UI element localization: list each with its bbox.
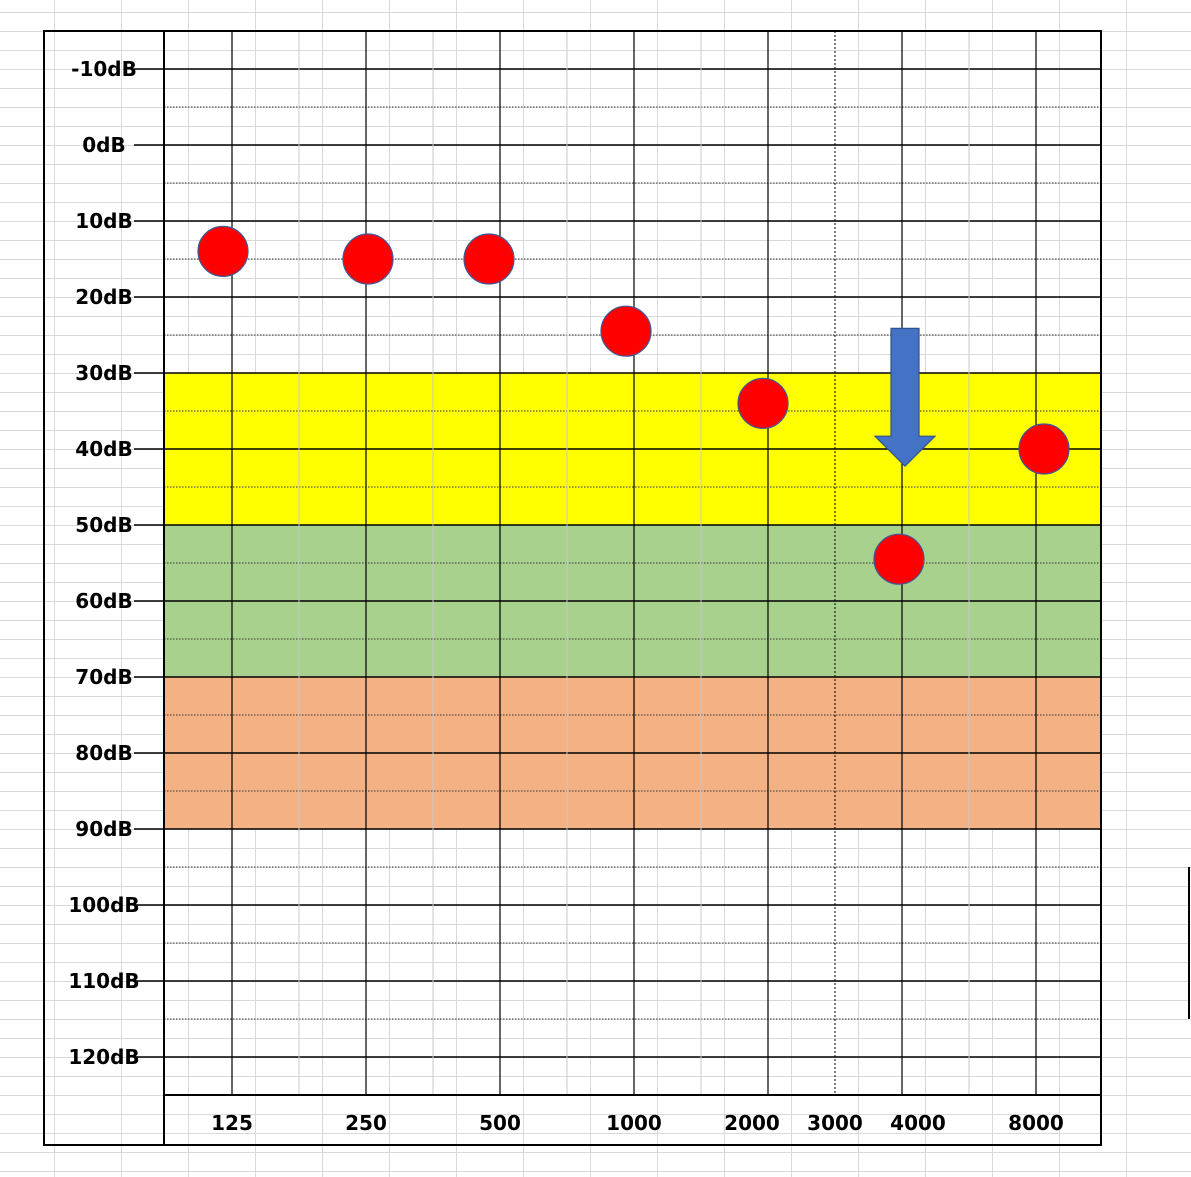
x-tick-label: 250: [345, 1111, 387, 1135]
y-tick-label: 40dB: [75, 437, 132, 461]
y-tick-label: -10dB: [71, 57, 137, 81]
window-edge-line: [1188, 867, 1190, 1019]
threshold-point-125hz: [197, 225, 249, 277]
y-tick-label: 0dB: [82, 133, 125, 157]
y-axis-labels: -10dB 0dB 10dB 20dB 30dB 40dB 50dB 60dB 70dB 80dB…: [68, 57, 139, 1069]
x-tick-label: 2000: [724, 1111, 780, 1135]
threshold-point-8000hz: [1018, 423, 1070, 475]
y-tick-label: 20dB: [75, 285, 132, 309]
y-tick-label: 80dB: [75, 741, 132, 765]
chart-grid: [134, 31, 1101, 1096]
y-tick-label: 120dB: [68, 1045, 139, 1069]
threshold-point-500hz: [463, 233, 515, 285]
x-tick-label: 4000: [890, 1111, 946, 1135]
threshold-point-1000hz: [600, 305, 652, 357]
x-tick-label: 3000: [807, 1111, 863, 1135]
threshold-point-2000hz: [737, 377, 789, 429]
down-arrow-4000hz: [873, 327, 937, 468]
y-tick-label: 50dB: [75, 513, 132, 537]
threshold-points: [197, 225, 1070, 585]
outer-border: [43, 30, 1102, 1146]
y-tick-label: 70dB: [75, 665, 132, 689]
threshold-point-4000hz: [873, 533, 925, 585]
x-tick-label: 125: [211, 1111, 253, 1135]
y-tick-label: 110dB: [68, 969, 139, 993]
x-tick-label: 8000: [1008, 1111, 1064, 1135]
y-tick-label: 10dB: [75, 209, 132, 233]
threshold-point-250hz: [342, 233, 394, 285]
annotation-arrows: [873, 327, 937, 468]
y-tick-label: 90dB: [75, 817, 132, 841]
x-tick-label: 1000: [606, 1111, 662, 1135]
y-tick-label: 100dB: [68, 893, 139, 917]
x-axis-labels: 125 250 500 1000 2000 3000 4000 8000: [211, 1111, 1064, 1135]
chart-frame: [43, 30, 1102, 1146]
y-tick-label: 60dB: [75, 589, 132, 613]
x-tick-label: 500: [479, 1111, 521, 1135]
y-tick-label: 30dB: [75, 361, 132, 385]
